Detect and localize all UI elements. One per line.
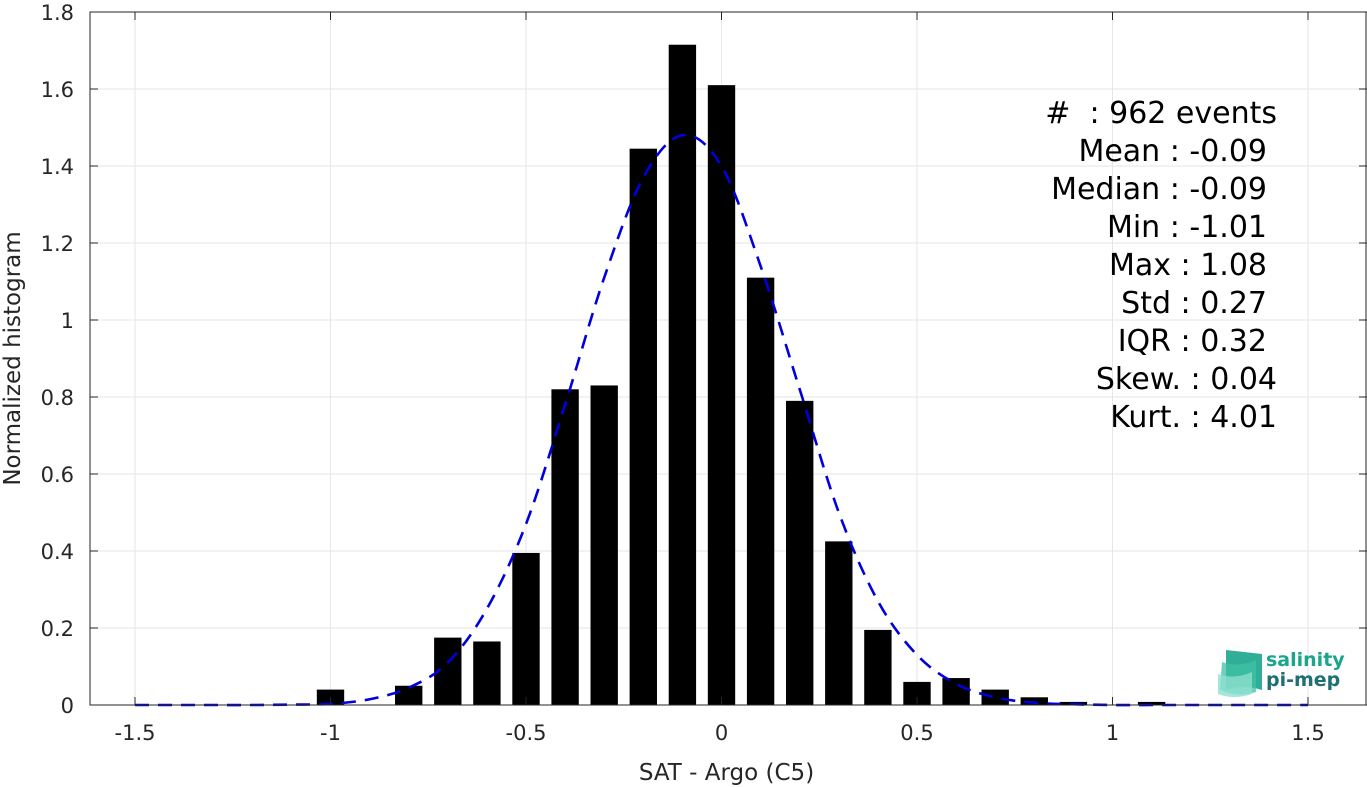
salinity-pimep-logo: salinity pi-mep <box>1218 649 1345 697</box>
y-tick-label: 0.2 <box>41 617 74 641</box>
histogram-bar <box>629 148 657 706</box>
histogram-bar <box>942 678 970 705</box>
histogram-bar <box>1137 701 1166 705</box>
histogram-bar <box>903 681 931 705</box>
y-tick-label: 1 <box>61 309 74 333</box>
stat-mean: Mean : -0.09 <box>1078 134 1267 169</box>
y-axis-ticks: 0 0.2 0.4 0.6 0.8 1 1.2 1.4 1.6 1.8 <box>41 1 1367 718</box>
x-tick-label: 1.5 <box>1291 721 1324 745</box>
histogram-bar <box>707 85 736 705</box>
stat-iqr: IQR : 0.32 <box>1118 324 1267 359</box>
histogram-bar <box>551 389 579 705</box>
stats-box: # : 962 events Mean : -0.09 Median : -0.… <box>1045 96 1277 435</box>
plot-frame <box>89 11 1367 706</box>
histogram-bar <box>864 629 892 705</box>
y-tick-label: 0 <box>61 694 74 718</box>
logo-text-salinity: salinity <box>1266 649 1345 671</box>
histogram-bar <box>473 641 501 705</box>
histogram-bar <box>512 552 540 705</box>
bars <box>316 44 1166 706</box>
y-axis-label: Normalized histogram <box>0 231 26 485</box>
wave-logo-icon <box>1218 650 1262 697</box>
x-axis-ticks: -1.5 -1 -0.5 0 0.5 1 1.5 <box>115 12 1325 745</box>
x-tick-label: 0 <box>715 721 728 745</box>
logo-text-pimep: pi-mep <box>1266 669 1340 691</box>
stat-median: Median : -0.09 <box>1051 172 1267 207</box>
histogram-bar <box>590 385 618 705</box>
histogram-bar <box>746 277 775 705</box>
stat-kurt: Kurt. : 4.01 <box>1110 400 1277 435</box>
y-tick-label: 1.2 <box>41 232 74 256</box>
histogram-bar <box>786 400 814 705</box>
stat-count: # : 962 events <box>1045 96 1277 131</box>
x-tick-label: -0.5 <box>506 721 547 745</box>
y-tick-label: 0.6 <box>41 463 74 487</box>
y-tick-label: 0.8 <box>41 386 74 410</box>
stat-skew: Skew. : 0.04 <box>1096 362 1277 397</box>
x-tick-label: 0.5 <box>900 721 933 745</box>
histogram-bar <box>395 685 423 705</box>
histogram-bar <box>981 689 1009 705</box>
y-tick-label: 0.4 <box>41 540 74 564</box>
histogram-bar <box>825 541 853 705</box>
histogram-bar <box>1020 697 1048 705</box>
histogram-bar <box>668 44 697 706</box>
x-tick-label: 1 <box>1106 721 1119 745</box>
x-tick-label: -1.5 <box>115 721 156 745</box>
stat-std: Std : 0.27 <box>1121 286 1267 321</box>
y-tick-label: 1.6 <box>41 78 74 102</box>
y-tick-label: 1.8 <box>41 1 74 25</box>
y-tick-label: 1.4 <box>41 155 74 179</box>
stat-min: Min : -1.01 <box>1107 210 1267 245</box>
x-tick-label: -1 <box>320 721 341 745</box>
stat-max: Max : 1.08 <box>1109 248 1267 283</box>
x-axis-label: SAT - Argo (C5) <box>639 760 814 786</box>
